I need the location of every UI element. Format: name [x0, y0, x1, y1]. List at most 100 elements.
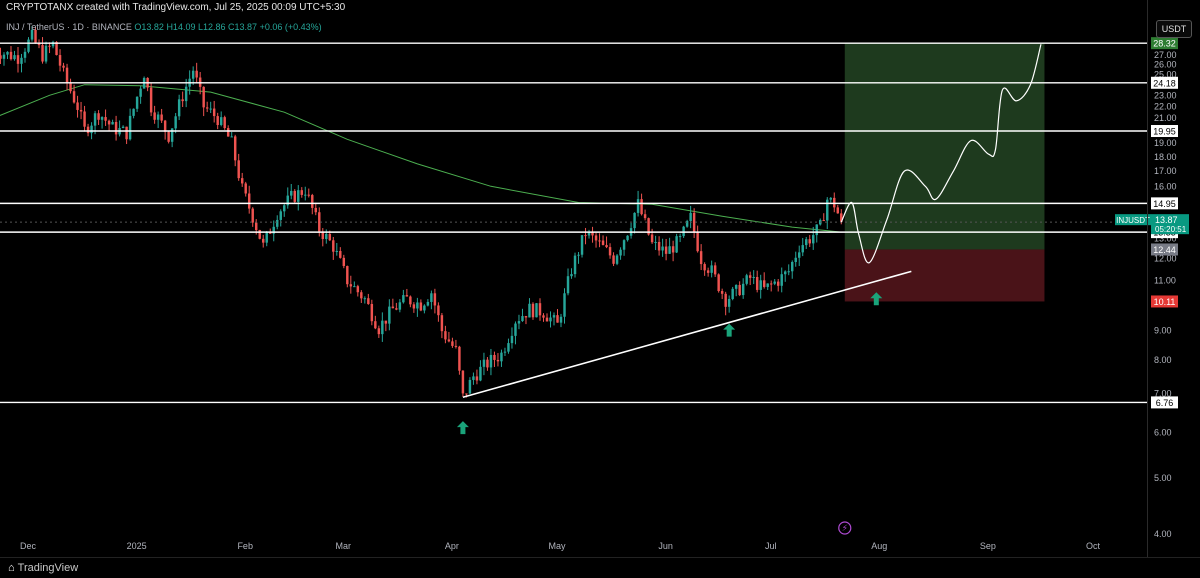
candle-body-2024-12-19 — [79, 109, 83, 112]
horizontal-levels[interactable] — [0, 42, 1147, 404]
level-label-24.18-bg — [1151, 76, 1178, 89]
candle-body-2025-02-06 — [251, 208, 254, 223]
candle-body-2025-07-24 — [840, 213, 843, 223]
candle-body-2025-07-07 — [780, 274, 783, 286]
candle-body-2025-07-23 — [836, 207, 839, 214]
candle-body-2025-04-04 — [451, 341, 454, 346]
price-badge-bg — [1151, 214, 1189, 235]
candle-body-2025-03-06 — [349, 284, 353, 287]
candle-body-2025-06-17 — [710, 265, 713, 273]
candle-body-2025-03-16 — [384, 320, 388, 324]
candle-body-2025-03-05 — [346, 266, 349, 285]
candle-body-2025-03-31 — [437, 305, 440, 316]
level-label-19.95: 19.95 — [1153, 127, 1176, 137]
candle-body-2025-02-17 — [290, 190, 293, 196]
projection-path[interactable] — [840, 44, 1042, 264]
candle-body-2025-01-17 — [181, 99, 184, 102]
level-label-6.76-bg — [1151, 396, 1178, 409]
y-tick-7.00: 7.00 — [1154, 389, 1172, 399]
candle-body-2025-04-21 — [510, 335, 514, 344]
candle-body-2025-05-31 — [650, 234, 654, 243]
candle-body-2025-05-28 — [640, 199, 643, 215]
candle-body-2025-06-03 — [661, 246, 664, 251]
candle-body-2025-03-25 — [416, 302, 419, 309]
trendline[interactable] — [462, 270, 912, 399]
candle-body-2025-06-04 — [664, 246, 668, 254]
candle-body-2025-05-29 — [643, 214, 647, 219]
y-tick-22.00: 22.00 — [1154, 101, 1177, 111]
candle-body-2024-12-26 — [104, 117, 107, 121]
candle-body-2024-11-27 — [2, 54, 6, 59]
candle-body-2025-04-08 — [465, 393, 468, 395]
candle-body-2025-02-14 — [279, 211, 282, 220]
candle-body-2025-05-21 — [615, 255, 619, 264]
candle-body-2025-06-15 — [703, 264, 706, 271]
candle-body-2025-03-04 — [342, 257, 346, 267]
candle-body-2025-07-13 — [801, 245, 804, 253]
candle-body-2025-01-16 — [177, 99, 181, 117]
price-axis[interactable]: 28.0027.0026.0025.0024.0023.0022.0021.00… — [1115, 37, 1189, 539]
candle-body-2025-05-04 — [556, 315, 559, 323]
candle-body-2025-07-14 — [805, 239, 808, 246]
candle-body-2024-12-02 — [20, 57, 23, 64]
tradingview-brand[interactable]: ⌂ TradingView — [8, 562, 78, 574]
candle-body-2025-07-10 — [791, 261, 794, 272]
candle-body-2025-06-22 — [727, 298, 731, 307]
stop-label-bg — [1151, 295, 1178, 308]
candle-body-2025-07-03 — [766, 283, 769, 287]
candle-body-2025-03-02 — [335, 250, 339, 252]
candle-body-2024-12-08 — [41, 45, 44, 62]
candle-body-2025-04-07 — [461, 370, 465, 394]
candle-body-2025-06-14 — [699, 251, 703, 265]
level-label-6.76: 6.76 — [1156, 398, 1174, 408]
candle-body-2025-02-18 — [293, 190, 296, 202]
candle-body-2025-01-05 — [139, 88, 142, 97]
candle-body-2025-04-01 — [440, 315, 444, 332]
currency-button[interactable]: USDT — [1156, 20, 1192, 38]
candle-body-2025-04-24 — [521, 316, 524, 322]
candle-body-2025-01-09 — [153, 112, 156, 120]
candle-body-2024-12-28 — [111, 121, 114, 125]
target-label-bg — [1151, 37, 1178, 50]
candle-body-2025-03-10 — [363, 298, 367, 300]
chart-credit: CRYPTOTANX created with TradingView.com,… — [6, 2, 346, 13]
candle-body-2025-06-27 — [745, 275, 748, 284]
candle-body-2025-01-27 — [216, 116, 219, 125]
candle-body-2025-06-02 — [657, 241, 661, 251]
x-tick-Sep: Sep — [980, 541, 996, 551]
candle-body-2025-05-27 — [636, 199, 640, 213]
candle-body-2025-02-21 — [304, 194, 307, 196]
x-tick-Jun: Jun — [658, 541, 673, 551]
candle-body-2025-07-17 — [815, 224, 818, 236]
candle-body-2025-07-11 — [794, 257, 797, 262]
candle-body-2024-11-30 — [13, 55, 16, 60]
candle-body-2025-03-26 — [419, 302, 423, 311]
candle-body-2025-05-07 — [566, 276, 570, 294]
candle-body-2025-05-01 — [545, 317, 549, 322]
up-arrow-icon — [456, 421, 469, 435]
candle-body-2025-01-08 — [149, 87, 153, 113]
candle-body-2025-05-18 — [605, 245, 608, 248]
candle-body-2025-03-03 — [339, 250, 342, 258]
candle-body-2025-07-08 — [783, 271, 787, 275]
candle-body-2025-05-23 — [622, 240, 626, 250]
candle-body-2024-11-29 — [9, 51, 13, 60]
candle-body-2024-12-16 — [69, 82, 72, 92]
time-axis[interactable]: Dec 2025 Feb Mar Apr May Jun Jul Aug Sep Oct — [20, 541, 1101, 551]
candle-body-2025-04-10 — [472, 376, 475, 380]
candle-body-2025-03-15 — [381, 320, 384, 335]
candle-body-2025-03-21 — [402, 295, 405, 303]
candle-body-2025-04-02 — [444, 331, 447, 340]
footer-bar: ⌂ TradingView — [0, 557, 1200, 578]
candle-body-2025-01-13 — [167, 131, 170, 142]
high-value: H14.09 — [166, 22, 196, 32]
candle-body-2025-05-05 — [559, 316, 563, 323]
candle-body-2025-07-19 — [822, 220, 825, 222]
symbol-line: INJ / TetherUS · 1D · BINANCE — [6, 22, 132, 32]
candle-body-2025-04-05 — [454, 345, 458, 347]
candle-body-2024-12-12 — [55, 41, 58, 56]
candle-body-2025-04-14 — [486, 359, 489, 368]
x-tick-Feb: Feb — [237, 541, 253, 551]
candle-body-2024-12-31 — [121, 126, 125, 128]
